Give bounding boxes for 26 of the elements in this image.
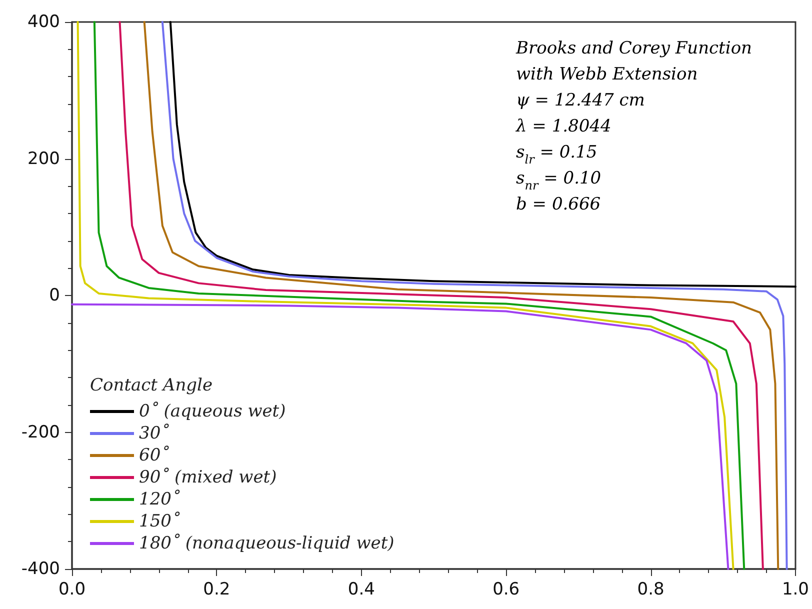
y-tick-label: 0 [49,286,60,306]
legend-label: 90˚ (mixed wet) [139,468,277,488]
annotation: Brooks and Corey Function [515,38,752,58]
legend-title: Contact Angle [90,376,213,396]
x-tick-label: 0.4 [348,580,375,600]
legend-label: 180˚ (nonaqueous-liquid wet) [139,534,394,554]
legend-label: 0˚ (aqueous wet) [139,402,286,422]
legend-label: 150˚ [139,512,180,532]
y-tick-label: 400 [28,12,60,32]
annotation: λ = 1.8044 [515,116,612,136]
line-series [169,21,796,288]
x-tick-label: 1.0 [782,580,810,600]
y-tick-label: 200 [28,148,60,169]
x-tick-label: 0.8 [637,580,664,600]
annotation: with Webb Extension [516,64,698,84]
y-tick-label: -200 [21,422,60,442]
legend-label: 30˚ [139,424,170,444]
annotation: ψ = 12.447 cm [516,90,645,110]
line-series [71,303,730,570]
legend-label: 120˚ [139,490,180,510]
x-tick-label: 0.6 [492,580,520,600]
x-tick-label: 0.0 [58,580,86,600]
legend-label: 60˚ [139,446,170,466]
x-tick-label: 0.2 [203,580,230,600]
y-tick-label: -400 [21,559,60,579]
annotation: b = 0.666 [516,194,601,214]
